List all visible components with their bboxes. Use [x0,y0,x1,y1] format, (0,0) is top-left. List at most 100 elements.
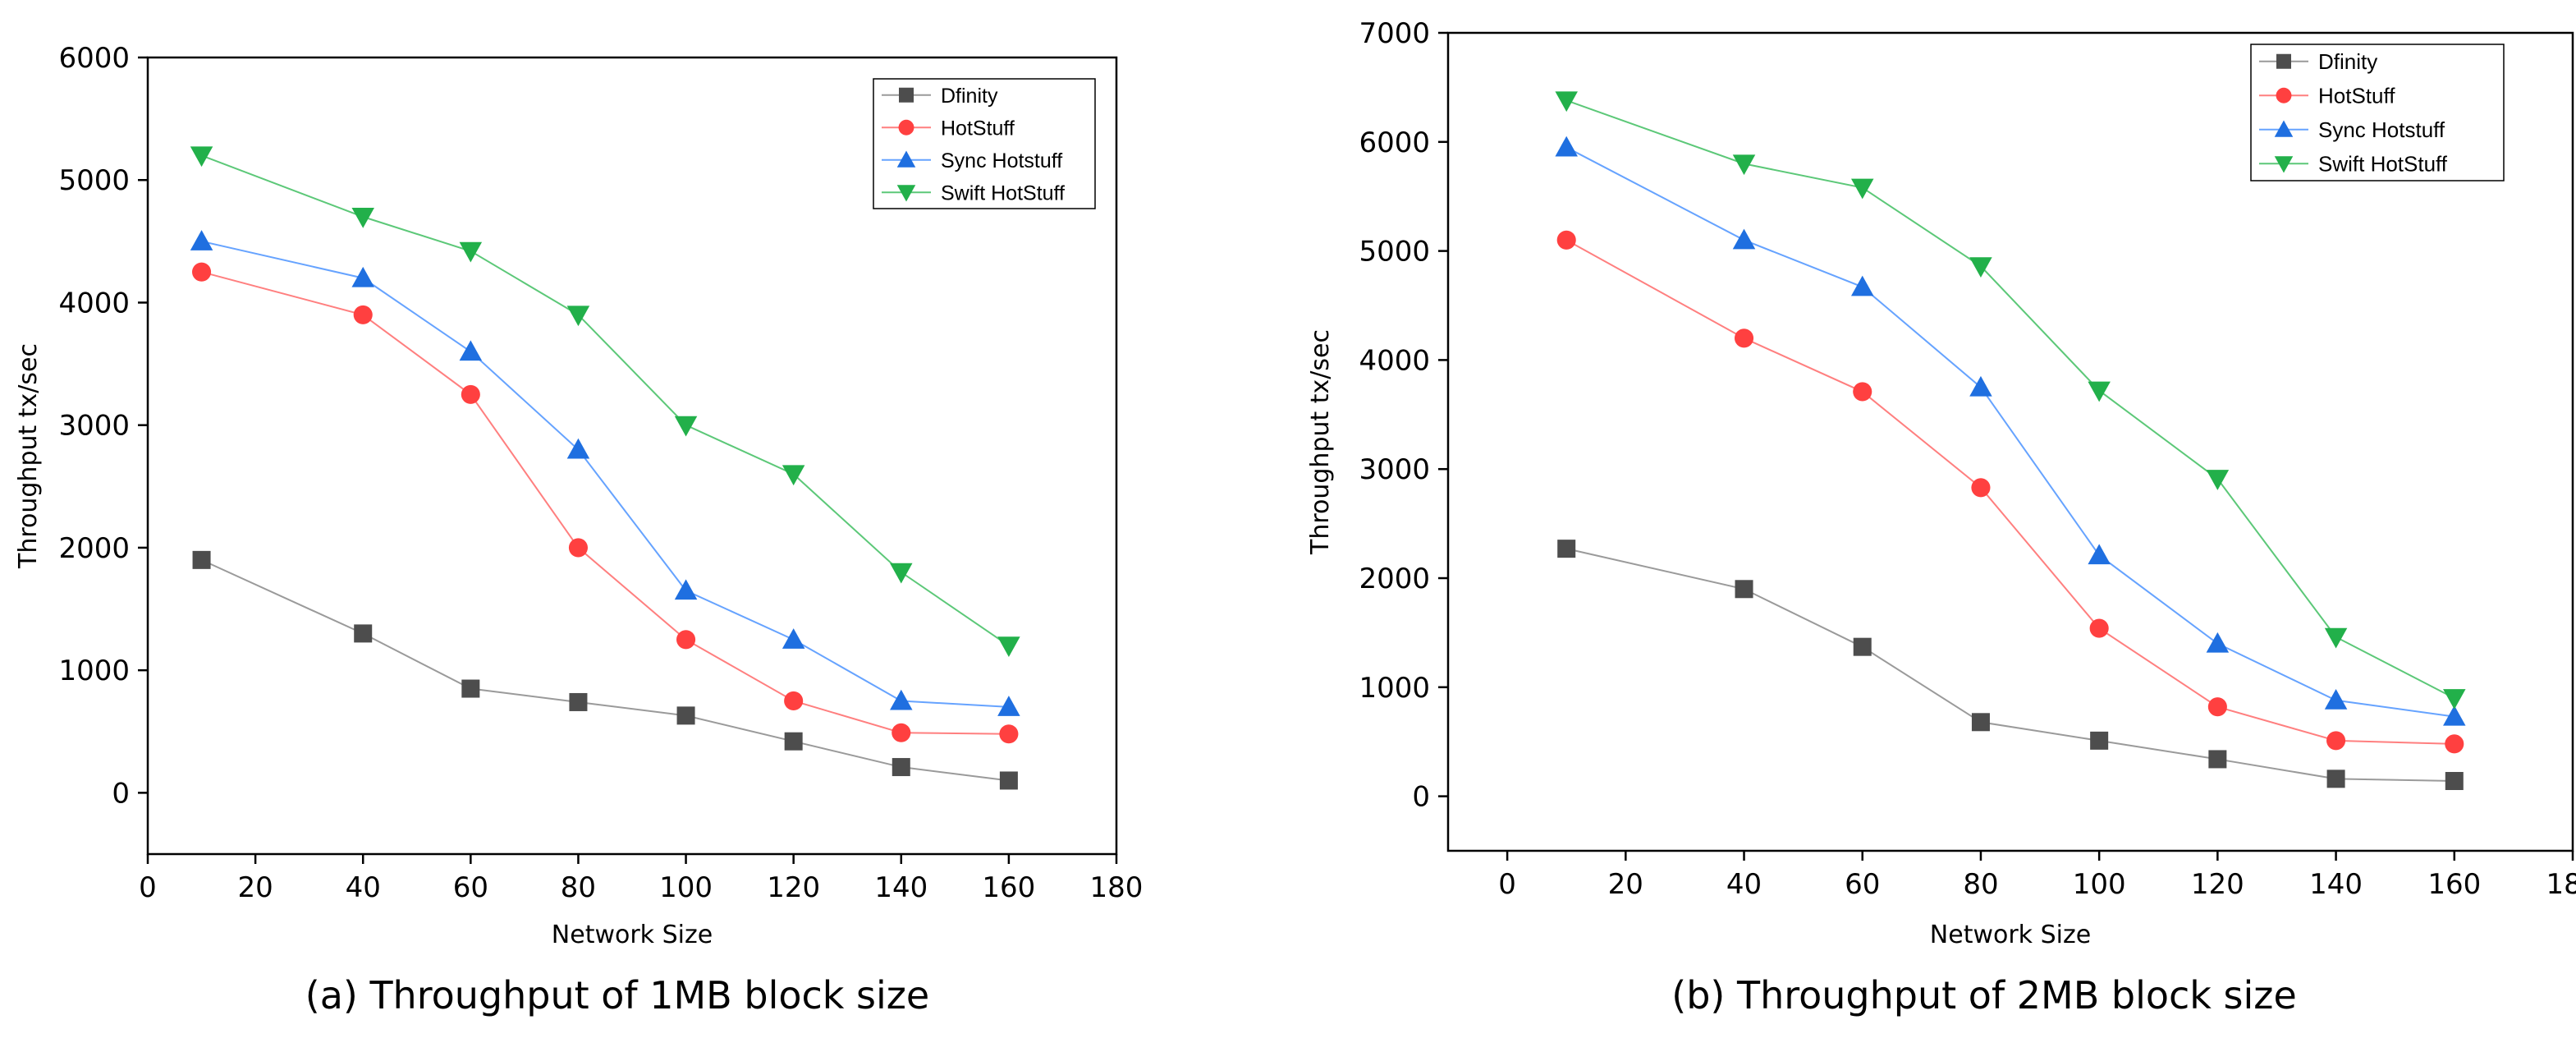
x-tick-label: 140 [2309,868,2363,901]
legend: Dfinity HotStuff Sync Hotstuff Swift HotStu… [2250,44,2505,181]
y-tick-label: 4000 [1359,344,1430,377]
x-tick-label: 80 [561,871,596,904]
data-point-dfinity [892,758,910,777]
series-dfinity [1557,540,2464,791]
chart-b-2mb: 0 20 40 60 80 100 120 140 160 180 0 1000 2000 3000 400… [1306,17,2576,1018]
series-line-hotstuff [1565,239,2455,745]
data-point-swift-hotstuff [459,241,483,263]
data-point-dfinity [569,692,588,711]
y-tick-label: 6000 [58,42,130,75]
legend-marker-swift-hotstuff [896,185,916,202]
data-point-sync-hotstuff [2443,705,2466,726]
x-tick-label: 40 [346,871,381,904]
legend: Dfinity HotStuff Sync Hotstuff Swift HotStu… [873,78,1096,209]
legend-label-sync-hotstuff: Sync Hotstuff [941,149,1062,172]
data-point-sync-hotstuff [190,230,213,250]
series-swift-hotstuff [190,146,1020,658]
data-point-sync-hotstuff [459,340,483,361]
x-tick-label: 0 [139,871,157,904]
data-point-hotstuff [2207,697,2227,717]
legend-label-sync-hotstuff: Sync Hotstuff [2318,117,2445,142]
legend-marker-swift-hotstuff [2274,156,2294,173]
data-point-dfinity [354,624,373,643]
legend-marker-sync-hotstuff [2274,120,2294,137]
data-point-swift-hotstuff [782,465,805,486]
data-point-sync-hotstuff [782,628,805,649]
x-axis-label: Network Size [552,921,713,949]
y-tick-label: 1000 [58,655,130,687]
data-point-sync-hotstuff [1732,228,1756,250]
data-point-hotstuff [676,630,696,650]
legend-label-hotstuff: HotStuff [2318,84,2395,108]
y-tick-label: 6000 [1359,126,1430,159]
data-point-hotstuff [2089,618,2109,638]
data-point-sync-hotstuff [997,696,1020,716]
data-point-dfinity [2090,731,2109,750]
data-point-swift-hotstuff [997,636,1020,658]
data-point-dfinity [2445,772,2464,791]
y-tick-label: 1000 [1359,672,1430,705]
x-tick-label: 100 [659,871,713,904]
legend-label-dfinity: Dfinity [2318,49,2377,74]
data-point-hotstuff [1734,328,1754,348]
plot-frame [146,56,1118,856]
data-point-hotstuff [192,262,212,282]
series-line-dfinity [201,558,1010,782]
data-point-sync-hotstuff [1969,375,1992,397]
data-point-swift-hotstuff [674,416,698,437]
legend-marker-dfinity [2276,53,2291,69]
data-point-dfinity [1971,713,1990,732]
data-point-swift-hotstuff [190,146,213,168]
x-tick-label: 60 [453,871,488,904]
y-axis-label: Throughput tx/sec [1306,329,1335,555]
data-point-hotstuff [461,384,480,404]
x-tick-label: 40 [1726,868,1762,901]
data-point-sync-hotstuff [566,438,590,459]
data-point-swift-hotstuff [566,305,590,327]
data-point-dfinity [461,679,480,698]
x-tick-label: 140 [874,871,928,904]
y-tick-label: 2000 [58,532,130,565]
series-sync-hotstuff [1555,136,2466,726]
data-point-sync-hotstuff [674,579,698,600]
series-line-hotstuff [201,271,1009,735]
data-point-hotstuff [1853,382,1872,402]
data-point-dfinity [676,706,695,725]
data-point-dfinity [999,771,1018,790]
data-point-hotstuff [2445,734,2464,754]
data-point-hotstuff [1556,230,1576,250]
data-point-sync-hotstuff [351,266,374,287]
data-point-sync-hotstuff [2206,632,2230,653]
data-point-dfinity [784,732,803,751]
x-tick-label: 0 [1498,868,1516,901]
data-point-dfinity [192,550,211,569]
series-sync-hotstuff [190,230,1020,716]
x-tick-label: 160 [982,871,1035,904]
x-tick-label: 180 [2546,868,2576,901]
legend-marker-hotstuff [2276,87,2292,103]
y-tick-label: 7000 [1359,17,1430,50]
data-point-dfinity [1853,637,1872,656]
legend-label-swift-hotstuff: Swift HotStuff [941,181,1065,204]
series-dfinity [192,550,1018,790]
data-point-dfinity [1557,540,1576,558]
data-point-hotstuff [1971,478,1991,498]
data-point-swift-hotstuff [351,208,374,228]
data-point-swift-hotstuff [1555,91,1578,113]
x-tick-label: 160 [2427,868,2481,901]
x-tick-label: 100 [2073,868,2126,901]
data-point-swift-hotstuff [1732,154,1756,176]
legend-label-swift-hotstuff: Swift HotStuff [2318,152,2448,177]
data-point-swift-hotstuff [1850,178,1874,200]
y-tick-label: 5000 [58,164,130,197]
data-point-sync-hotstuff [890,689,913,710]
data-point-swift-hotstuff [2443,689,2466,710]
data-point-hotstuff [2326,731,2346,751]
data-point-dfinity [1735,580,1753,599]
chart-caption: (a) Throughput of 1MB block size [305,973,929,1018]
data-point-sync-hotstuff [1850,275,1874,296]
x-tick-label: 20 [237,871,273,904]
series-swift-hotstuff [1555,91,2466,710]
data-point-hotstuff [999,724,1019,744]
